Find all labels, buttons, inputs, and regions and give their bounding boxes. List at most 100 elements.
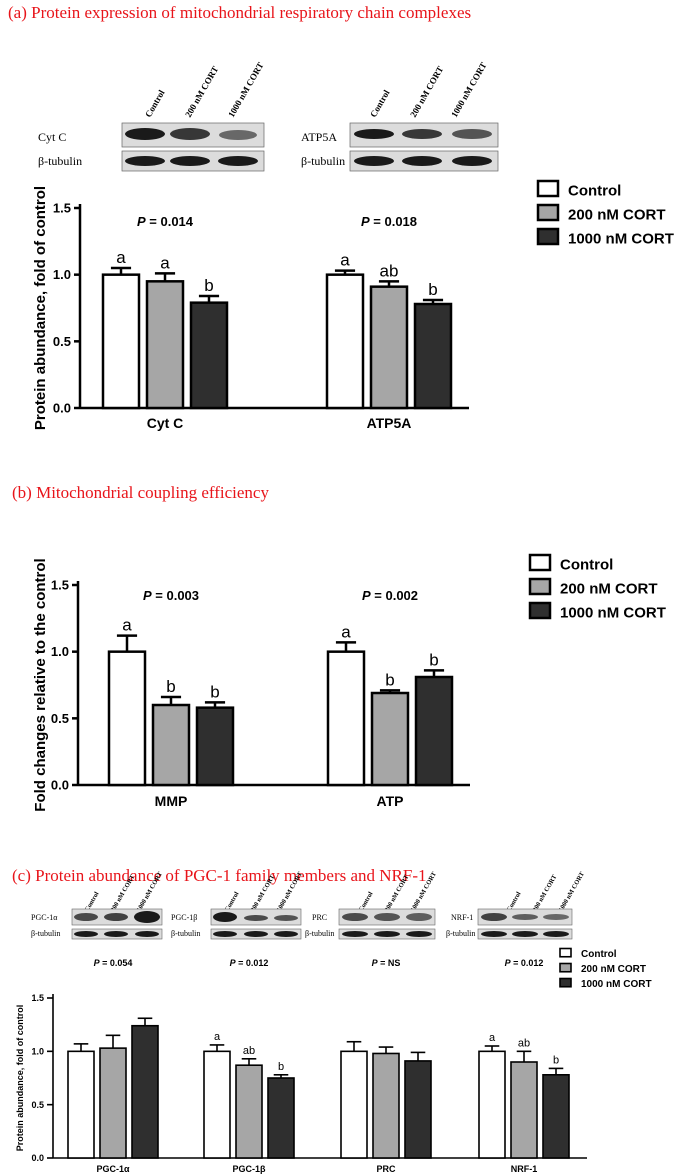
significance-letter: a [160, 253, 170, 272]
bar [151, 703, 191, 787]
significance-letter: b [553, 1054, 559, 1066]
legend-swatch [559, 962, 572, 973]
blot-band [74, 931, 98, 937]
blot-lane-label: 1000 nM CORT [226, 61, 266, 119]
legend-swatch [536, 203, 560, 222]
bar [326, 650, 366, 787]
panel-c-title: (c) Protein abundance of PGC-1 family me… [12, 866, 427, 885]
blot-band [406, 931, 432, 937]
y-tick-label: 0.0 [51, 778, 69, 793]
legend-swatch [528, 577, 552, 596]
legend-swatch [559, 947, 572, 958]
blot-band [512, 914, 538, 920]
bar [203, 1050, 231, 1159]
significance-letter: b [166, 677, 175, 696]
blot-band [274, 931, 298, 937]
legend-swatch [536, 227, 560, 246]
blot-band [213, 912, 237, 922]
blot-band [342, 913, 368, 921]
y-tick-label: 1.5 [31, 993, 44, 1003]
blot-band [481, 913, 507, 921]
y-tick-label: 0.5 [51, 711, 69, 726]
blot-band [512, 931, 538, 937]
blot-band [125, 156, 165, 166]
blot-band [452, 156, 492, 166]
significance-letter: b [429, 650, 438, 669]
legend-swatch [536, 179, 560, 198]
blot-loading-label: β-tubulin [446, 929, 475, 938]
blot-protein-label: NRF-1 [451, 913, 473, 922]
significance-letter: a [489, 1032, 496, 1044]
x-category-label: Cyt C [147, 415, 184, 431]
y-tick-label: 1.0 [53, 267, 71, 282]
y-tick-label: 1.0 [51, 644, 69, 659]
bar [235, 1064, 263, 1159]
blot-lane-label: 200 nM CORT [408, 64, 445, 119]
bar [370, 691, 410, 787]
chart-a: 0.0 0.5 1.0 1.5 Protein abundance, fold of c… [32, 179, 674, 431]
p-value-label: P = 0.012 [230, 958, 269, 968]
bar [195, 706, 235, 787]
panel-a-title: (a) Protein expression of mitochondrial … [8, 3, 471, 22]
x-category-label: ATP5A [367, 415, 412, 431]
blot-band [218, 156, 258, 166]
blot-band [74, 913, 98, 921]
blot-band [244, 931, 268, 937]
significance-letter: a [214, 1031, 221, 1043]
x-category-label: PGC-1β [233, 1164, 267, 1174]
blot-band [274, 915, 298, 921]
blot-loading-label: β-tubulin [305, 929, 334, 938]
bar [340, 1050, 368, 1159]
bar [99, 1047, 127, 1159]
blot-protein-label: ATP5A [301, 130, 337, 144]
bar [67, 1050, 95, 1159]
y-tick-label: 1.5 [51, 578, 69, 593]
y-axis-label: Protein abundance, fold of control [32, 186, 49, 430]
significance-letter: a [122, 616, 132, 635]
bar [542, 1074, 570, 1159]
bar [325, 273, 365, 410]
legend-swatch [528, 601, 552, 620]
blot-band [135, 931, 159, 937]
bar [404, 1060, 432, 1159]
bar [414, 675, 454, 787]
blot-band [481, 931, 507, 937]
blot-band [170, 156, 210, 166]
blot-loading-label: β-tubulin [31, 929, 60, 938]
significance-letter: a [116, 248, 126, 267]
blot-band [170, 128, 210, 140]
bar [101, 273, 141, 410]
significance-letter: a [340, 251, 350, 270]
x-category-label: NRF-1 [511, 1164, 538, 1174]
x-category-label: PRC [376, 1164, 396, 1174]
legend-label: 200 nM CORT [568, 207, 666, 224]
blot-loading-label: β-tubulin [38, 154, 82, 168]
bar [372, 1052, 400, 1159]
y-tick-label: 0.5 [53, 334, 71, 349]
blot-lane-label: 200 nM CORT [183, 64, 220, 119]
legend-label: 1000 nM CORT [560, 605, 666, 622]
blot-band [374, 913, 400, 921]
bar [107, 650, 147, 787]
legend-label: 1000 nM CORT [581, 979, 652, 990]
legend-label: 1000 nM CORT [568, 231, 674, 248]
bar [413, 302, 453, 410]
p-value-label: P = 0.002 [362, 588, 418, 603]
significance-letter: b [428, 280, 437, 299]
blot-band [244, 915, 268, 921]
significance-letter: b [385, 670, 394, 689]
significance-letter: b [278, 1061, 284, 1073]
panel-b-title: (b) Mitochondrial coupling efficiency [12, 483, 269, 502]
x-category-label: MMP [155, 793, 188, 809]
blot-band [104, 913, 128, 921]
legend-label: Control [568, 183, 621, 200]
bar [510, 1061, 538, 1159]
panel-a-blots: Control 200 nM CORT 1000 nM CORT Control… [38, 61, 499, 172]
blot-band [134, 911, 160, 923]
blot-band [354, 129, 394, 139]
significance-letter: ab [243, 1045, 255, 1057]
x-category-label: PGC-1α [96, 1164, 130, 1174]
legend-swatch [528, 553, 552, 572]
blot-loading-label: β-tubulin [171, 929, 200, 938]
